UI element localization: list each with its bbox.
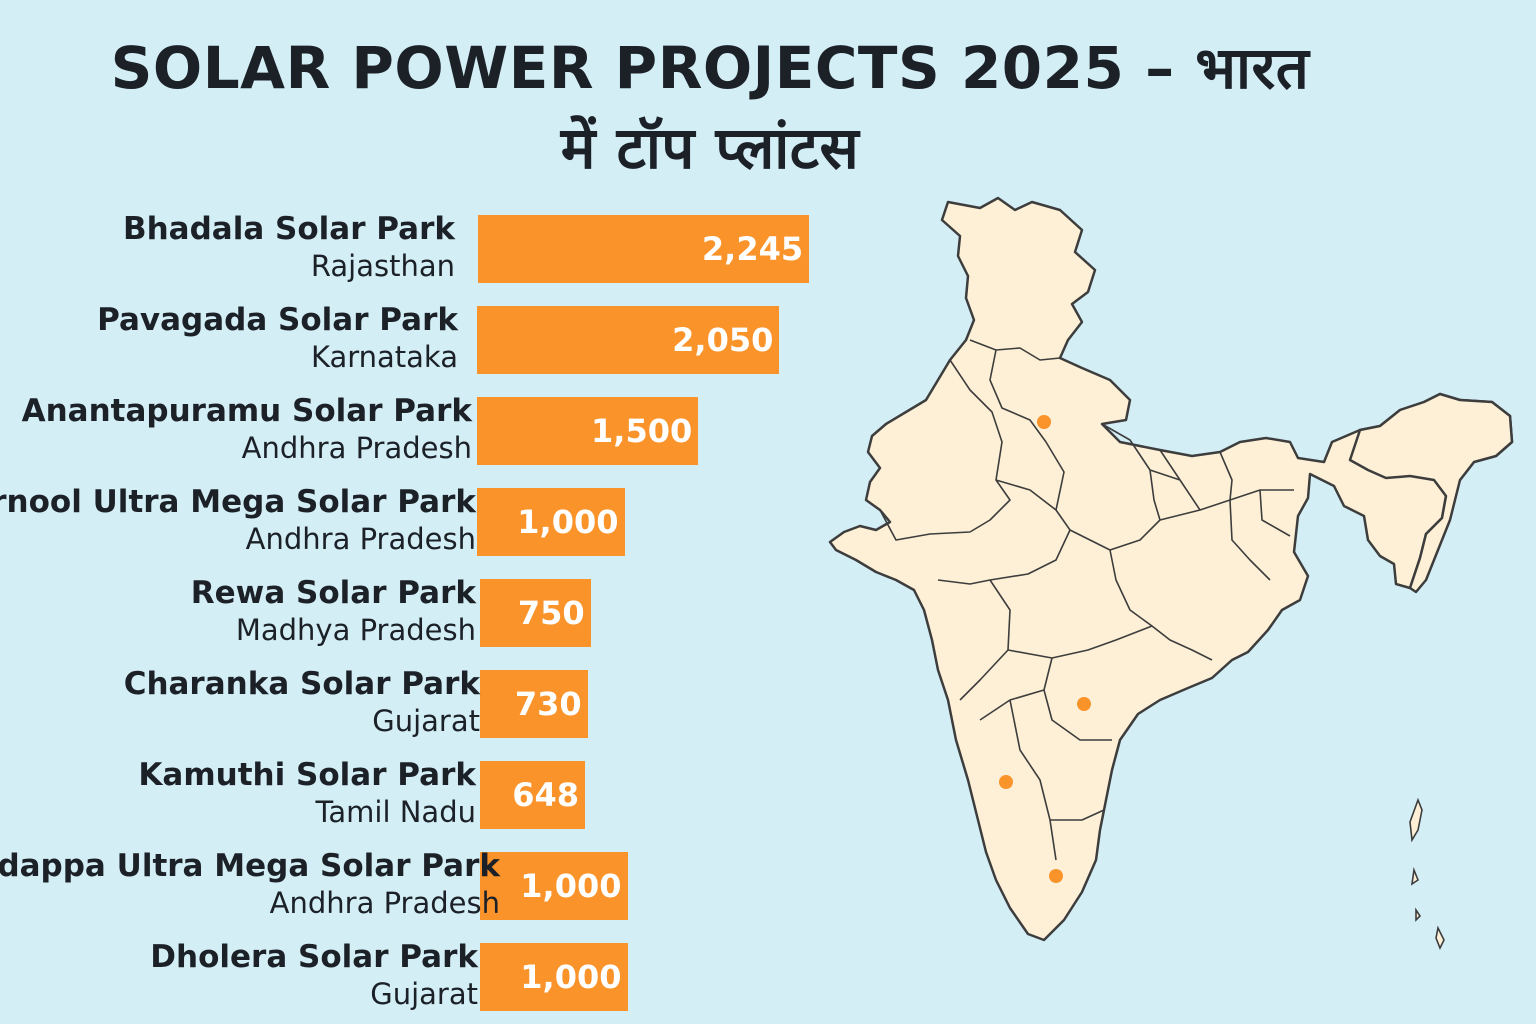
chart-title-line1: SOLAR POWER PROJECTS 2025 – भारत [110,34,1310,102]
state-borders [879,339,1294,861]
map-marker-tamilnadu [1049,869,1063,883]
bar-row: Kamuthi Solar Park Tamil Nadu 648 [0,751,830,833]
bar [477,306,780,374]
plant-name-label: Rewa Solar Park [190,575,476,611]
plant-state-label: Gujarat [372,704,480,738]
bar-value-label: 1,500 [591,412,693,450]
bar-row: Bhadala Solar Park Rajasthan 2,245 [0,205,830,287]
bar-label-group: Rewa Solar Park Madhya Pradesh [0,569,476,651]
bar-label-group: Kadappa Ultra Mega Solar Park Andhra Prad… [0,842,500,924]
india-mainland-shape [828,196,1514,942]
map-marker-rajasthan [1037,415,1051,429]
bar-label-group: Anantapuramu Solar Park Andhra Pradesh [0,387,472,469]
plant-name-label: Karnool Ultra Mega Solar Park [0,484,476,520]
bar-value-label: 1,000 [520,958,622,996]
bar [480,670,588,738]
bar [478,215,810,283]
bar-chart: Bhadala Solar Park Rajasthan 2,245 Pavagada… [0,205,830,1024]
andaman-islands [1409,797,1445,950]
bar-row: Kadappa Ultra Mega Solar Park Andhra Prad… [0,842,830,924]
plant-name-label: Charanka Solar Park [123,666,480,702]
bar [477,397,699,465]
bar-label-group: Dholera Solar Park Gujarat [0,933,478,1015]
plant-name-label: Anantapuramu Solar Park [21,393,472,429]
bar-label-group: Charanka Solar Park Gujarat [0,660,480,742]
bar-label-group: Pavagada Solar Park Karnataka [0,296,458,378]
map-markers [999,415,1091,883]
bar-label-group: Kamuthi Solar Park Tamil Nadu [0,751,476,833]
bar-value-label: 1,000 [517,503,619,541]
plant-name-label: Pavagada Solar Park [97,302,458,338]
plant-name-label: Kadappa Ultra Mega Solar Park [0,848,500,884]
bar-value-label: 648 [512,776,579,814]
bar-row: Charanka Solar Park Gujarat 730 [0,660,830,742]
bar-label-group: Bhadala Solar Park Rajasthan [0,205,455,287]
plant-state-label: Karnataka [310,340,458,374]
plant-state-label: Tamil Nadu [315,795,476,829]
plant-state-label: Madhya Pradesh [235,613,476,647]
plant-name-label: Kamuthi Solar Park [138,757,476,793]
chart-title-line2: में टॉप प्लांटस [560,114,860,182]
bar [480,943,628,1011]
plant-state-label: Rajasthan [310,249,455,283]
bar [477,488,625,556]
plant-state-label: Andhra Pradesh [245,522,476,556]
plant-name-label: Dholera Solar Park [150,939,478,975]
bar-row: Anantapuramu Solar Park Andhra Pradesh 1,5… [0,387,830,469]
map-marker-karnataka [999,775,1013,789]
map-marker-andhra [1077,697,1091,711]
bar-row: Dholera Solar Park Gujarat 1,000 [0,933,830,1015]
bar-value-label: 1,000 [520,867,622,905]
bar-row: Pavagada Solar Park Karnataka 2,050 [0,296,830,378]
india-outline [828,196,1514,950]
india-northeast-shape [1348,392,1514,594]
bar [480,852,628,920]
bar-value-label: 730 [514,685,582,723]
bar [480,579,591,647]
bar-row: Rewa Solar Park Madhya Pradesh 750 [0,569,830,651]
bar-value-label: 750 [517,594,585,632]
plant-state-label: Andhra Pradesh [269,886,500,920]
india-map-icon [828,196,1514,950]
plant-name-label: Bhadala Solar Park [122,211,455,247]
bar-value-label: 2,050 [672,321,774,359]
plant-state-label: Andhra Pradesh [241,431,472,465]
plant-state-label: Gujarat [370,977,478,1011]
bar-value-label: 2,245 [701,230,804,268]
bar [480,761,585,829]
